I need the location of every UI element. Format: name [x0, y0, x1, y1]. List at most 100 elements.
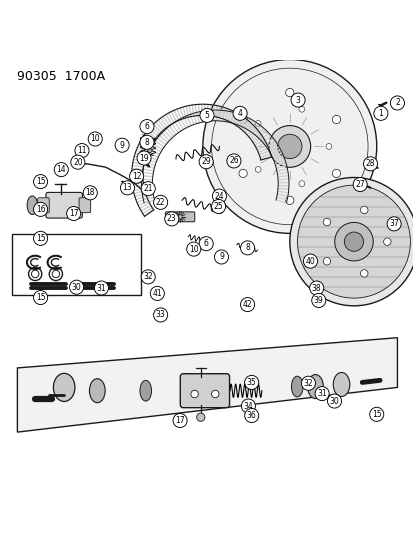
Text: 32: 32 [303, 379, 313, 387]
Circle shape [285, 88, 293, 96]
Text: 1: 1 [377, 109, 382, 118]
Circle shape [303, 254, 317, 268]
Text: 31: 31 [96, 284, 106, 293]
Circle shape [238, 115, 247, 124]
Circle shape [226, 154, 240, 168]
Text: 2: 2 [394, 99, 399, 108]
Circle shape [199, 237, 213, 251]
Circle shape [33, 290, 47, 304]
Text: 35: 35 [246, 378, 256, 387]
Circle shape [164, 212, 178, 226]
Circle shape [255, 120, 261, 126]
Text: 41: 41 [152, 289, 162, 298]
Circle shape [140, 119, 154, 134]
Circle shape [66, 206, 81, 221]
Text: 17: 17 [175, 416, 185, 425]
FancyBboxPatch shape [12, 234, 140, 295]
Text: 33: 33 [155, 310, 165, 319]
Circle shape [290, 93, 304, 107]
Ellipse shape [27, 196, 37, 215]
Text: 6: 6 [203, 239, 208, 248]
Circle shape [344, 232, 363, 251]
Circle shape [311, 293, 325, 308]
Circle shape [83, 186, 97, 200]
Circle shape [240, 297, 254, 312]
Circle shape [297, 185, 409, 298]
Text: 19: 19 [139, 154, 149, 163]
Circle shape [150, 286, 164, 301]
Text: 23: 23 [166, 214, 176, 223]
Circle shape [94, 281, 108, 295]
Text: 9: 9 [119, 141, 124, 150]
Circle shape [153, 195, 167, 209]
Text: 15: 15 [36, 293, 45, 302]
Circle shape [383, 238, 390, 245]
Circle shape [214, 250, 228, 264]
Circle shape [129, 169, 143, 183]
FancyBboxPatch shape [46, 192, 82, 218]
Circle shape [289, 177, 413, 306]
Circle shape [238, 169, 247, 177]
Circle shape [33, 203, 47, 216]
Circle shape [241, 399, 255, 413]
Circle shape [33, 175, 47, 189]
Text: 10: 10 [90, 134, 100, 143]
Ellipse shape [140, 381, 151, 401]
Text: 26: 26 [228, 156, 238, 165]
Text: 22: 22 [156, 198, 165, 207]
Text: 30: 30 [71, 282, 81, 292]
Text: 40: 40 [305, 256, 315, 265]
Text: 15: 15 [371, 410, 381, 419]
Circle shape [137, 151, 151, 165]
Circle shape [323, 219, 330, 226]
Text: 28: 28 [365, 159, 374, 168]
Text: 24: 24 [214, 192, 224, 200]
Text: 3: 3 [295, 95, 300, 104]
Circle shape [211, 390, 218, 398]
Text: 21: 21 [143, 184, 152, 193]
Circle shape [323, 257, 330, 265]
Circle shape [332, 169, 340, 177]
Text: 15: 15 [36, 234, 45, 243]
Circle shape [212, 189, 226, 203]
Circle shape [244, 408, 258, 423]
Ellipse shape [291, 376, 302, 397]
Circle shape [298, 181, 304, 187]
Circle shape [373, 106, 387, 120]
Ellipse shape [89, 378, 105, 403]
Circle shape [277, 134, 301, 159]
Text: 34: 34 [243, 401, 253, 410]
Circle shape [325, 143, 331, 149]
Circle shape [202, 60, 376, 233]
Text: 27: 27 [354, 180, 364, 189]
Circle shape [255, 166, 261, 172]
Circle shape [71, 155, 85, 169]
Circle shape [196, 413, 204, 421]
Circle shape [186, 242, 200, 256]
Circle shape [140, 135, 154, 149]
Circle shape [147, 149, 152, 152]
FancyBboxPatch shape [165, 212, 194, 222]
FancyBboxPatch shape [79, 198, 90, 213]
FancyBboxPatch shape [180, 374, 229, 408]
Text: 32: 32 [143, 272, 153, 281]
Text: 18: 18 [85, 188, 95, 197]
Circle shape [140, 150, 145, 155]
Circle shape [244, 375, 258, 390]
Ellipse shape [53, 373, 75, 401]
Text: 13: 13 [122, 183, 132, 192]
Text: 30: 30 [329, 397, 339, 406]
Circle shape [360, 270, 367, 277]
Text: 37: 37 [388, 220, 398, 228]
Text: 42: 42 [242, 300, 252, 309]
Circle shape [69, 280, 83, 294]
Text: 16: 16 [36, 205, 45, 214]
Circle shape [386, 217, 400, 231]
Circle shape [75, 143, 89, 158]
Text: 6: 6 [144, 122, 149, 131]
Circle shape [120, 181, 134, 195]
Circle shape [314, 386, 328, 401]
FancyBboxPatch shape [38, 198, 49, 213]
Text: 25: 25 [213, 202, 223, 211]
Text: 90305  1700A: 90305 1700A [17, 70, 104, 83]
